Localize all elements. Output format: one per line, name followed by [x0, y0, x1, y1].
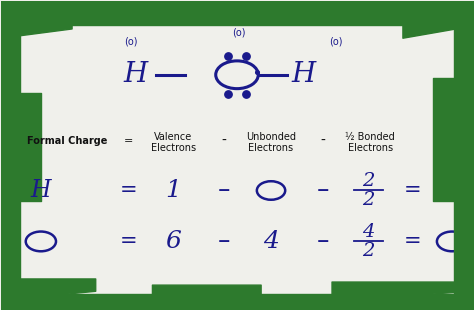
Text: =: = — [404, 180, 422, 201]
Text: Electrons: Electrons — [151, 143, 196, 153]
Text: H: H — [291, 61, 315, 88]
Text: -: - — [320, 134, 326, 148]
Text: ½ Bonded: ½ Bonded — [346, 132, 395, 142]
Point — [225, 53, 232, 58]
Text: H: H — [123, 61, 147, 88]
Text: (o): (o) — [124, 37, 137, 47]
Point — [225, 91, 232, 96]
Text: =: = — [119, 231, 137, 251]
Point — [253, 70, 261, 75]
Point — [242, 53, 249, 58]
Text: –: – — [218, 229, 230, 253]
Text: 2: 2 — [362, 172, 374, 190]
Text: –: – — [317, 179, 329, 202]
Text: 2: 2 — [362, 191, 374, 209]
Text: Formal Charge: Formal Charge — [27, 136, 107, 146]
Text: –: – — [218, 179, 230, 202]
Text: Electrons: Electrons — [248, 143, 293, 153]
Text: 2: 2 — [362, 242, 374, 260]
Text: =: = — [124, 136, 133, 146]
Text: 4: 4 — [263, 230, 279, 253]
Text: (o): (o) — [329, 37, 343, 47]
Text: Unbonded: Unbonded — [246, 132, 296, 142]
Text: H: H — [30, 179, 51, 202]
Text: =: = — [119, 180, 137, 201]
Text: Valence: Valence — [154, 132, 192, 142]
Text: 6: 6 — [165, 230, 181, 253]
Text: =: = — [404, 231, 422, 251]
Text: 1: 1 — [165, 179, 181, 202]
Text: 4: 4 — [362, 223, 374, 241]
Text: –: – — [317, 229, 329, 253]
Point — [242, 91, 249, 96]
Text: Electrons: Electrons — [348, 143, 393, 153]
Text: -: - — [221, 134, 226, 148]
Text: (o): (o) — [233, 28, 246, 38]
